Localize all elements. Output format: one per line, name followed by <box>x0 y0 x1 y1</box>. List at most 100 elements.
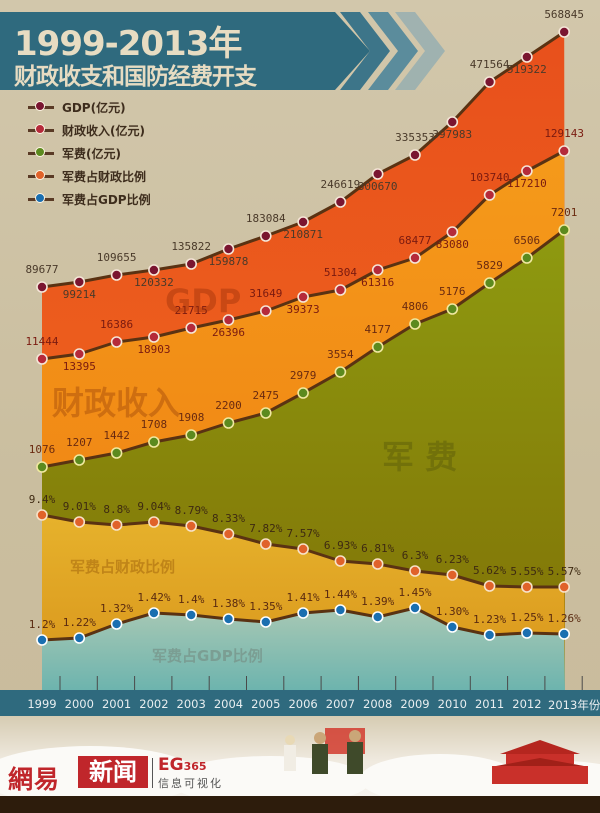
svg-text:11444: 11444 <box>25 335 58 348</box>
svg-text:300670: 300670 <box>358 180 398 193</box>
svg-text:4177: 4177 <box>364 323 391 336</box>
svg-text:9.01%: 9.01% <box>63 500 96 513</box>
svg-text:1708: 1708 <box>141 418 168 431</box>
svg-text:5.57%: 5.57% <box>548 565 581 578</box>
svg-text:210871: 210871 <box>283 228 323 241</box>
svg-text:7.82%: 7.82% <box>249 522 282 535</box>
svg-text:2475: 2475 <box>253 389 280 402</box>
eg-text: EG <box>158 755 184 775</box>
x-axis <box>0 690 600 716</box>
legend-label: 军费占GDP比例 <box>62 193 151 207</box>
svg-text:1.22%: 1.22% <box>63 616 96 629</box>
svg-text:4806: 4806 <box>402 300 429 313</box>
svg-text:83080: 83080 <box>436 238 469 251</box>
svg-text:5.55%: 5.55% <box>510 565 543 578</box>
svg-text:2200: 2200 <box>215 399 242 412</box>
svg-text:8.8%: 8.8% <box>103 503 130 516</box>
svg-text:1.45%: 1.45% <box>398 586 431 599</box>
svg-text:1.26%: 1.26% <box>548 612 581 625</box>
x-axis-tick-label: 2001 <box>101 697 132 711</box>
svg-text:5829: 5829 <box>476 259 503 272</box>
honor-guard-illustration-icon <box>284 728 365 774</box>
legend-marker-icon <box>28 147 54 157</box>
svg-text:135822: 135822 <box>171 240 211 253</box>
svg-text:6.23%: 6.23% <box>436 553 469 566</box>
svg-text:519322: 519322 <box>507 63 547 76</box>
legend-marker-icon <box>28 170 54 180</box>
svg-text:1.38%: 1.38% <box>212 597 245 610</box>
svg-text:39373: 39373 <box>287 303 320 316</box>
svg-text:6.3%: 6.3% <box>402 549 429 562</box>
svg-text:31649: 31649 <box>249 287 282 300</box>
svg-text:1.30%: 1.30% <box>436 605 469 618</box>
svg-text:1.2%: 1.2% <box>29 618 56 631</box>
svg-text:99214: 99214 <box>63 288 96 301</box>
x-axis-tick-label: 2011 <box>474 697 505 711</box>
legend-label: 军费(亿元) <box>62 147 121 161</box>
svg-text:568845: 568845 <box>544 8 584 21</box>
x-axis-tick-label: 2005 <box>251 697 281 711</box>
svg-text:16386: 16386 <box>100 318 133 331</box>
svg-text:5.62%: 5.62% <box>473 564 506 577</box>
svg-text:8.79%: 8.79% <box>175 504 208 517</box>
svg-text:1908: 1908 <box>178 411 205 424</box>
svg-text:61316: 61316 <box>361 276 394 289</box>
legend-label: 军费占财政比例 <box>62 170 147 184</box>
svg-text:1.23%: 1.23% <box>473 613 506 626</box>
news-logo-box: 新闻 <box>78 756 148 788</box>
logo-divider <box>152 758 153 788</box>
svg-text:129143: 129143 <box>544 127 584 140</box>
infographic-label: 信息可视化 <box>158 777 223 790</box>
x-axis-tick-label: 2006 <box>288 697 318 711</box>
legend-item-mil-rev-ratio: 军费占财政比例 <box>28 165 151 188</box>
svg-text:26396: 26396 <box>212 326 245 339</box>
svg-text:9.4%: 9.4% <box>29 493 56 506</box>
svg-text:1442: 1442 <box>103 429 130 442</box>
svg-text:89677: 89677 <box>25 263 58 276</box>
x-axis-tick-label: 2012 <box>512 697 542 711</box>
svg-text:7.57%: 7.57% <box>287 527 320 540</box>
legend-label: 财政收入(亿元) <box>62 124 145 138</box>
x-axis-tick-label: 2007 <box>325 697 356 711</box>
x-axis-tick-label: 2004 <box>213 697 244 711</box>
title-banner <box>0 12 370 90</box>
chart-legend: GDP(亿元) 财政收入(亿元) 军费(亿元) 军费占财政比例 军费占GDP比例 <box>28 96 151 211</box>
svg-text:1.35%: 1.35% <box>249 600 282 613</box>
svg-text:1.42%: 1.42% <box>137 591 170 604</box>
svg-text:13395: 13395 <box>63 360 96 373</box>
svg-text:246619: 246619 <box>321 178 361 191</box>
page-subtitle: 财政收支和国防经费开支 <box>14 64 257 90</box>
x-axis-tick-label: 2008 <box>363 697 393 711</box>
svg-text:9.04%: 9.04% <box>137 500 170 513</box>
bottom-bar <box>0 796 600 813</box>
svg-text:6506: 6506 <box>514 234 541 247</box>
legend-label: GDP(亿元) <box>62 101 126 115</box>
svg-text:7201: 7201 <box>551 206 578 219</box>
svg-text:183084: 183084 <box>246 212 286 225</box>
legend-item-gdp: GDP(亿元) <box>28 96 151 119</box>
svg-text:5176: 5176 <box>439 285 466 298</box>
legend-item-mil-gdp-ratio: 军费占GDP比例 <box>28 188 151 211</box>
x-axis-tick-label: 2000 <box>64 697 94 711</box>
svg-text:6.81%: 6.81% <box>361 542 394 555</box>
svg-text:3554: 3554 <box>327 348 354 361</box>
x-axis-tick-label: 2009 <box>400 697 430 711</box>
svg-text:103740: 103740 <box>470 171 510 184</box>
eg365-logo: EG365 <box>158 755 207 775</box>
svg-text:1.4%: 1.4% <box>178 593 205 606</box>
legend-marker-icon <box>28 124 54 134</box>
tiananmen-illustration-icon <box>492 740 588 784</box>
svg-text:6.93%: 6.93% <box>324 539 357 552</box>
svg-text:335353: 335353 <box>395 131 435 144</box>
svg-text:1076: 1076 <box>29 443 56 456</box>
eg-number: 365 <box>183 760 207 773</box>
svg-text:1.25%: 1.25% <box>510 611 543 624</box>
x-axis-tick-label: 2013年份 <box>548 698 600 712</box>
netease-logo: 網易 <box>8 765 61 794</box>
x-axis-tick-label: 2010 <box>437 697 467 711</box>
legend-item-revenue: 财政收入(亿元) <box>28 119 151 142</box>
legend-item-military: 军费(亿元) <box>28 142 151 165</box>
svg-text:68477: 68477 <box>398 234 431 247</box>
svg-text:159878: 159878 <box>209 255 249 268</box>
svg-text:1.39%: 1.39% <box>361 595 394 608</box>
